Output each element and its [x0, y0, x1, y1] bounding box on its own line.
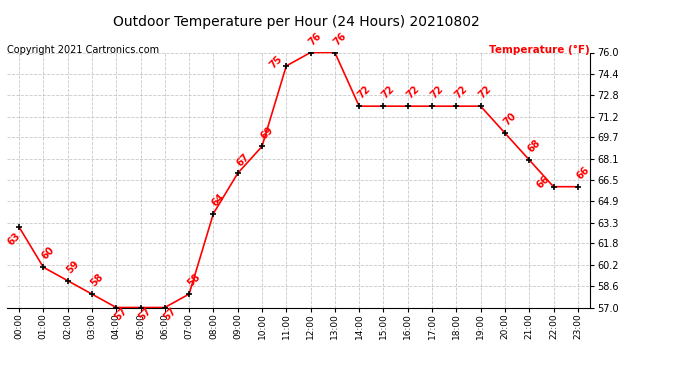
Text: 57: 57: [112, 306, 130, 322]
Text: Temperature (°F): Temperature (°F): [489, 45, 590, 55]
Text: 68: 68: [526, 138, 542, 154]
Text: 59: 59: [64, 259, 81, 275]
Text: 72: 72: [453, 84, 469, 101]
Text: 75: 75: [267, 54, 284, 70]
Text: 58: 58: [88, 272, 105, 289]
Text: 57: 57: [161, 306, 178, 322]
Text: 72: 72: [380, 84, 397, 101]
Text: Outdoor Temperature per Hour (24 Hours) 20210802: Outdoor Temperature per Hour (24 Hours) …: [113, 15, 480, 29]
Text: 64: 64: [210, 192, 226, 208]
Text: 57: 57: [137, 306, 154, 322]
Text: 60: 60: [40, 245, 57, 262]
Text: 72: 72: [428, 84, 445, 101]
Text: 70: 70: [502, 111, 518, 128]
Text: 58: 58: [186, 272, 202, 289]
Text: 69: 69: [259, 124, 275, 141]
Text: 63: 63: [6, 231, 23, 247]
Text: 67: 67: [235, 151, 251, 168]
Text: 66: 66: [574, 165, 591, 182]
Text: 76: 76: [307, 30, 324, 47]
Text: 72: 72: [404, 84, 421, 101]
Text: 76: 76: [331, 30, 348, 47]
Text: 72: 72: [477, 84, 494, 101]
Text: 66: 66: [535, 174, 551, 191]
Text: 72: 72: [356, 84, 373, 101]
Text: Copyright 2021 Cartronics.com: Copyright 2021 Cartronics.com: [7, 45, 159, 55]
